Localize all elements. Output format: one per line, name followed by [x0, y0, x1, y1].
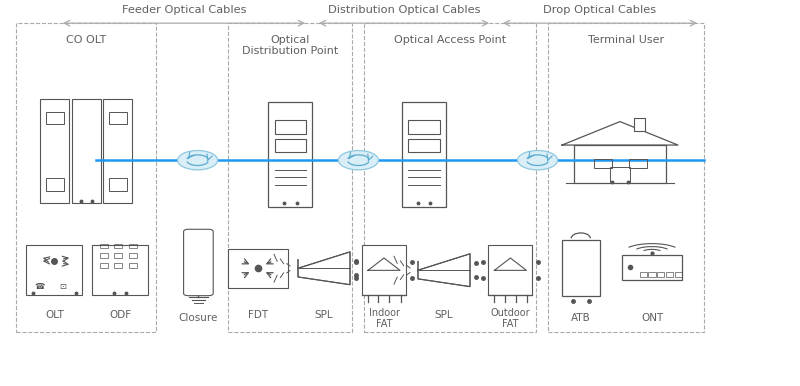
Text: FDT: FDT: [247, 310, 268, 320]
Bar: [562, 240, 600, 296]
Text: SPL: SPL: [434, 310, 454, 320]
Bar: [594, 159, 612, 168]
Bar: [408, 139, 440, 152]
Text: Closure: Closure: [178, 313, 218, 323]
Text: Outdoor
FAT: Outdoor FAT: [490, 308, 530, 329]
Bar: [640, 273, 647, 277]
Bar: [129, 263, 137, 268]
Text: CO OLT: CO OLT: [66, 35, 106, 45]
Circle shape: [338, 151, 378, 170]
Bar: [100, 263, 108, 268]
Text: OLT: OLT: [45, 310, 64, 320]
Bar: [100, 244, 108, 249]
Bar: [100, 253, 108, 258]
Bar: [634, 118, 645, 132]
Bar: [46, 178, 64, 191]
Bar: [362, 245, 406, 295]
Bar: [622, 255, 682, 279]
Text: SPL: SPL: [314, 310, 334, 320]
Bar: [228, 249, 288, 288]
Bar: [648, 273, 656, 277]
Bar: [26, 245, 82, 295]
Circle shape: [178, 151, 218, 170]
Text: ⊡: ⊡: [59, 282, 66, 291]
Bar: [40, 99, 70, 203]
Bar: [92, 245, 148, 295]
Bar: [658, 273, 665, 277]
Bar: [666, 273, 674, 277]
Bar: [72, 99, 101, 203]
Text: Drop Optical Cables: Drop Optical Cables: [543, 5, 657, 15]
Circle shape: [518, 151, 558, 170]
Text: Feeder Optical Cables: Feeder Optical Cables: [122, 5, 246, 15]
Bar: [610, 167, 630, 183]
Bar: [103, 99, 133, 203]
Bar: [402, 102, 446, 207]
Bar: [109, 178, 126, 191]
Text: Indoor
FAT: Indoor FAT: [369, 308, 399, 329]
Polygon shape: [418, 254, 470, 286]
Bar: [129, 244, 137, 249]
Bar: [114, 253, 122, 258]
Bar: [274, 120, 306, 134]
Bar: [268, 102, 312, 207]
Bar: [629, 159, 646, 168]
Bar: [16, 23, 156, 332]
Text: Terminal User: Terminal User: [588, 35, 664, 45]
Bar: [114, 244, 122, 249]
Text: Optical Access Point: Optical Access Point: [394, 35, 506, 45]
Bar: [46, 112, 64, 124]
FancyBboxPatch shape: [184, 229, 213, 296]
Text: ATB: ATB: [571, 313, 590, 323]
Bar: [364, 23, 536, 332]
Bar: [408, 120, 440, 134]
Bar: [574, 145, 666, 183]
Polygon shape: [298, 252, 350, 285]
Bar: [114, 263, 122, 268]
Bar: [228, 23, 352, 332]
Text: ODF: ODF: [109, 310, 131, 320]
Text: ONT: ONT: [641, 313, 663, 323]
Bar: [548, 23, 704, 332]
Bar: [488, 245, 533, 295]
Bar: [274, 139, 306, 152]
Text: Optical
Distribution Point: Optical Distribution Point: [242, 35, 338, 56]
Bar: [675, 273, 682, 277]
Text: Distribution Optical Cables: Distribution Optical Cables: [328, 5, 480, 15]
Bar: [109, 112, 126, 124]
Text: ☎: ☎: [35, 282, 45, 291]
Bar: [129, 253, 137, 258]
